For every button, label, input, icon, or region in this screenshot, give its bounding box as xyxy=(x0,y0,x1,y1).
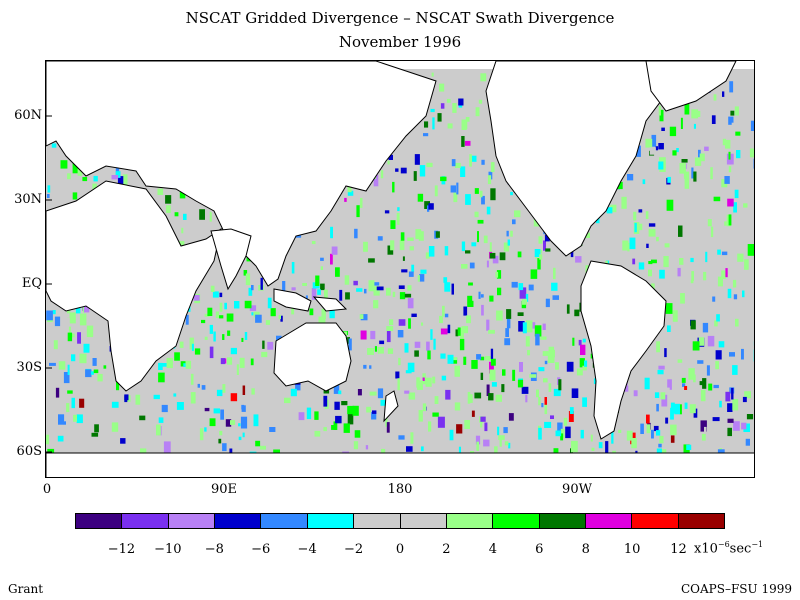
india-landmass xyxy=(210,228,252,291)
color-swatch xyxy=(76,514,123,528)
greenland-landmass xyxy=(645,61,737,112)
lat-label-60n: 60N xyxy=(14,108,42,123)
color-scale-tick-label: −6 xyxy=(251,542,271,557)
color-scale-tick-label: −4 xyxy=(297,542,317,557)
color-swatch xyxy=(585,514,633,528)
lat-label-eq: EQ xyxy=(21,276,42,291)
author-credit: Grant xyxy=(8,582,44,596)
color-swatch xyxy=(493,514,540,528)
color-scale-tick-label: 4 xyxy=(488,542,497,557)
new-zealand-islands xyxy=(383,390,399,423)
color-swatch xyxy=(400,514,447,528)
africa-landmass xyxy=(46,180,222,392)
lon-label-180: 180 xyxy=(387,482,413,497)
color-scale-tick-label: −2 xyxy=(343,542,364,557)
color-swatch xyxy=(678,514,725,528)
lon-label-90w: 90W xyxy=(562,482,592,497)
color-scale-tick-label: 2 xyxy=(442,542,451,557)
color-scale-tick-label: −10 xyxy=(154,542,182,557)
color-swatch xyxy=(539,514,586,528)
color-scale-tick-label: 8 xyxy=(581,542,590,557)
map-title: NSCAT Gridded Divergence – NSCAT Swath D… xyxy=(185,9,615,27)
color-scale-tick-label: 12 xyxy=(670,542,687,557)
color-swatch xyxy=(168,514,216,528)
color-scale-tick-label: −8 xyxy=(204,542,224,557)
south-america-landmass xyxy=(580,260,667,440)
color-swatch xyxy=(354,514,401,528)
color-swatch xyxy=(122,514,169,528)
color-swatch xyxy=(446,514,494,528)
lon-label-0: 0 xyxy=(42,482,52,497)
color-swatch xyxy=(215,514,262,528)
map-canvas xyxy=(46,61,754,477)
lon-label-90e: 90E xyxy=(210,482,238,497)
color-swatch xyxy=(307,514,355,528)
divergence-map xyxy=(45,60,755,478)
color-scale-tick-label: 10 xyxy=(623,542,641,557)
color-swatch xyxy=(261,514,308,528)
antarctica-landmass xyxy=(46,452,754,477)
map-subtitle: November 1996 xyxy=(338,33,462,51)
color-scale-tick-label: −12 xyxy=(107,542,136,557)
institution-credit: COAPS–FSU 1999 xyxy=(681,582,792,596)
color-scale-units: x10−6sec−1 xyxy=(694,540,764,557)
land-masses xyxy=(46,61,754,477)
lat-label-30s: 30S xyxy=(16,360,42,375)
australia-landmass xyxy=(273,322,352,392)
lat-label-60s: 60S xyxy=(16,444,42,459)
lat-label-30n: 30N xyxy=(14,192,42,207)
eurasia-landmass xyxy=(46,61,437,287)
indonesia-islands xyxy=(273,288,348,312)
color-scale-tick-label: 6 xyxy=(535,542,544,557)
color-scale-tick-label: 0 xyxy=(395,542,405,557)
color-swatch xyxy=(632,514,679,528)
color-scale-bar xyxy=(75,513,725,529)
